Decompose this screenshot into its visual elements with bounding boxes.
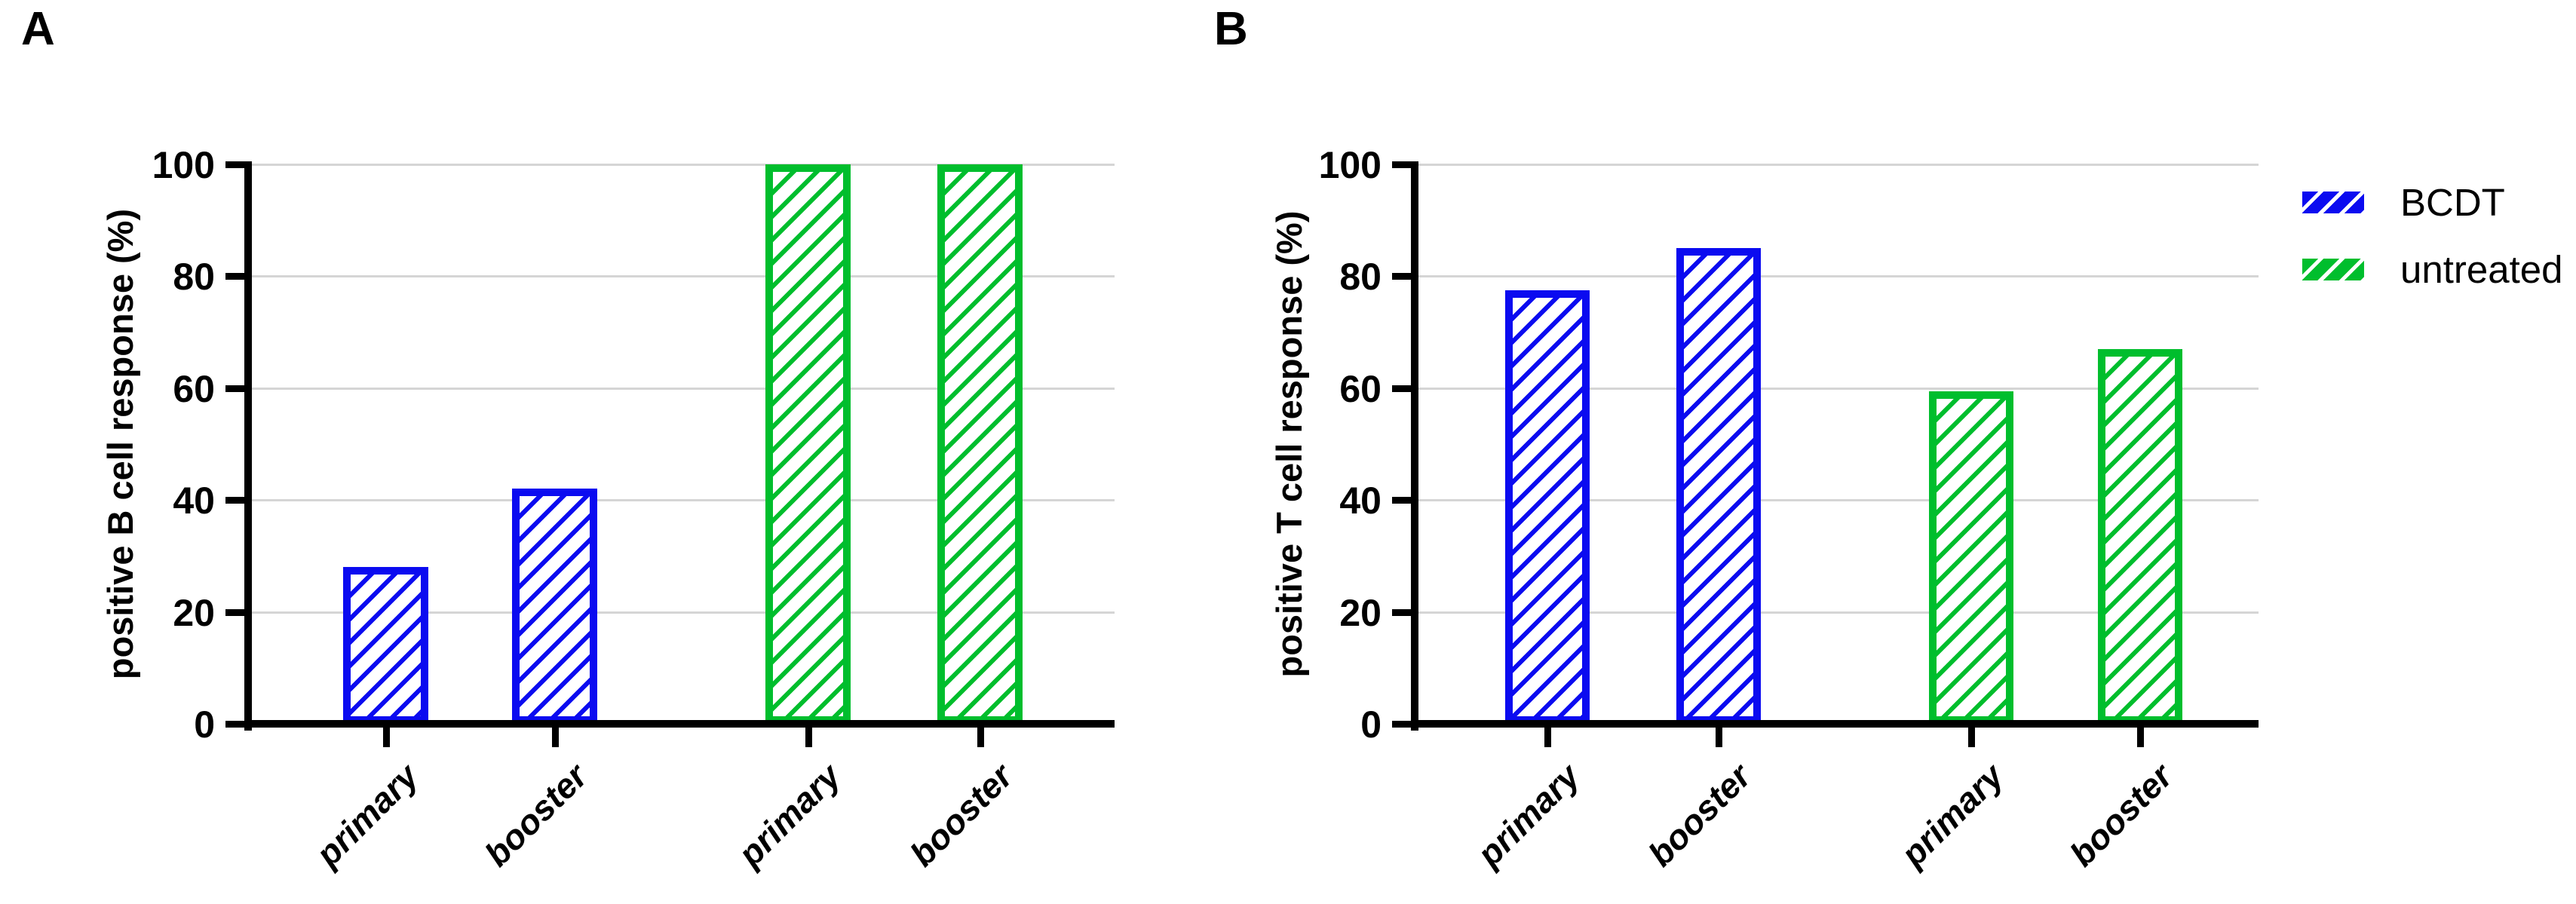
bar-bcdt-primary [1505, 290, 1590, 724]
gridline-20 [251, 611, 1115, 614]
y-tick-40 [225, 497, 245, 504]
x-tick-3 [2137, 728, 2144, 747]
x-tick-3 [977, 728, 984, 747]
gridline-60 [251, 388, 1115, 390]
legend-label-bcdt: BCDT [2400, 180, 2505, 224]
x-tick-1 [1716, 728, 1722, 747]
y-tick-label-20: 20 [1339, 592, 1382, 634]
bar-bcdt-booster [512, 489, 597, 724]
y-tick-label-100: 100 [1318, 144, 1382, 186]
panel-b-letter: B [1214, 3, 1248, 55]
x-tick-2 [805, 728, 812, 747]
y-tick-20 [1392, 609, 1412, 616]
bar-untreated-booster [937, 164, 1023, 724]
y-tick-label-80: 80 [173, 256, 215, 298]
y-tick-label-60: 60 [173, 368, 215, 410]
x-axis-line [1411, 720, 2259, 728]
y-tick-label-20: 20 [173, 592, 215, 634]
gridline-80 [251, 275, 1115, 277]
x-axis-line [244, 720, 1115, 728]
legend-swatch-bcdt [2302, 191, 2364, 213]
legend-swatch-untreated [2302, 258, 2364, 280]
bar-untreated-primary [1929, 391, 2013, 724]
y-tick-40 [1392, 497, 1412, 504]
gridline-20 [1418, 611, 2259, 614]
x-category-label-primary-2: primary [1893, 755, 2011, 874]
bar-bcdt-booster [1676, 248, 1761, 724]
y-tick-80 [225, 273, 245, 280]
x-tick-2 [1968, 728, 1975, 747]
x-tick-0 [1544, 728, 1551, 747]
y-tick-60 [1392, 385, 1412, 392]
x-category-label-primary-2: primary [730, 755, 848, 874]
y-tick-20 [225, 609, 245, 616]
gridline-100 [251, 164, 1115, 166]
y-tick-80 [1392, 273, 1412, 280]
y-tick-100 [225, 161, 245, 168]
gridline-80 [1418, 275, 2259, 277]
x-category-label-primary-0: primary [308, 755, 426, 874]
y-axis-line [244, 161, 252, 731]
y-tick-0 [1392, 721, 1412, 728]
x-tick-1 [552, 728, 559, 747]
bar-untreated-booster [2098, 349, 2182, 724]
legend-item-bcdt: BCDT [2296, 181, 2563, 223]
gridline-60 [1418, 388, 2259, 390]
x-tick-0 [383, 728, 390, 747]
gridline-100 [1418, 164, 2259, 166]
gridline-40 [1418, 499, 2259, 501]
y-tick-label-40: 40 [173, 480, 215, 522]
bar-bcdt-primary [343, 567, 428, 724]
legend: BCDT untreated [2296, 181, 2563, 315]
y-tick-60 [225, 385, 245, 392]
y-tick-label-0: 0 [1360, 703, 1382, 746]
panel-b-y-axis-label: positive T cell response (%) [1269, 210, 1309, 678]
x-category-label-primary-0: primary [1469, 755, 1587, 874]
y-tick-label-40: 40 [1339, 480, 1382, 522]
y-tick-100 [1392, 161, 1412, 168]
bar-untreated-primary [765, 164, 851, 724]
panel-a-y-axis-label: positive B cell response (%) [100, 208, 140, 680]
legend-label-untreated: untreated [2400, 247, 2563, 291]
y-tick-label-0: 0 [194, 703, 215, 746]
y-tick-label-60: 60 [1339, 368, 1382, 410]
gridline-40 [251, 499, 1115, 501]
panel-a-letter: A [21, 3, 55, 55]
y-tick-label-100: 100 [152, 144, 215, 186]
y-axis-line [1411, 161, 1418, 731]
y-tick-label-80: 80 [1339, 256, 1382, 298]
y-tick-0 [225, 721, 245, 728]
legend-item-untreated: untreated [2296, 248, 2563, 290]
